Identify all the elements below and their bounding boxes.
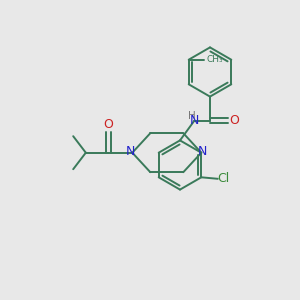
Text: CH₃: CH₃	[207, 55, 223, 64]
Text: N: N	[190, 114, 199, 127]
Text: N: N	[198, 145, 208, 158]
Text: O: O	[103, 118, 113, 131]
Text: O: O	[230, 114, 239, 127]
Text: H: H	[188, 111, 196, 121]
Text: Cl: Cl	[218, 172, 230, 185]
Text: N: N	[126, 145, 136, 158]
